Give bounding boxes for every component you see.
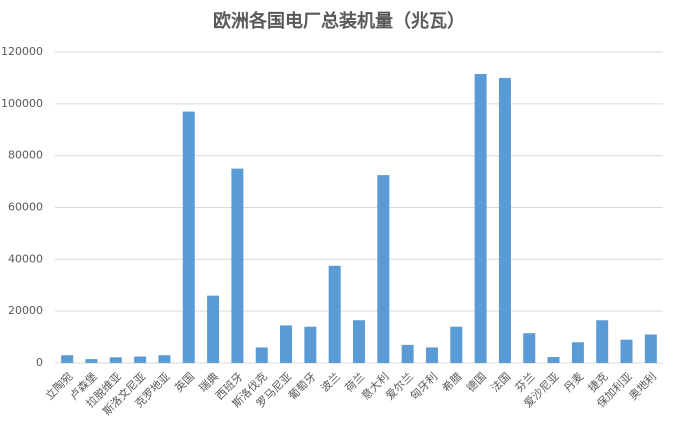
bar: [474, 74, 487, 363]
bar: [134, 356, 147, 363]
y-tick-label: 60000: [8, 201, 43, 214]
bar: [61, 355, 74, 363]
bar: [571, 342, 584, 363]
bar: [304, 326, 317, 363]
x-tick-label: 葡萄牙: [286, 370, 319, 403]
x-tick-label: 匈牙利: [407, 369, 440, 402]
y-tick-label: 0: [36, 356, 43, 369]
bar: [280, 325, 293, 363]
x-tick-label: 英国: [172, 369, 197, 394]
y-tick-label: 20000: [8, 304, 43, 317]
bar: [109, 357, 122, 363]
chart-title: 欧洲各国电厂总装机量（兆瓦）: [213, 10, 465, 32]
bar: [207, 295, 220, 363]
bar: [377, 175, 390, 363]
bar: [182, 111, 195, 363]
bar: [523, 333, 536, 363]
x-tick-label: 波兰: [318, 370, 343, 395]
bar: [425, 347, 438, 363]
bar: [328, 265, 341, 363]
y-tick-label: 80000: [8, 149, 43, 162]
y-tick-label: 100000: [1, 97, 43, 110]
bar: [401, 344, 414, 363]
bar: [547, 357, 560, 363]
bar: [596, 320, 609, 363]
bar: [231, 168, 244, 363]
x-tick-label: 德国: [463, 369, 488, 394]
x-tick-label: 法国: [488, 369, 513, 394]
bar: [620, 339, 633, 363]
y-tick-label: 120000: [1, 45, 43, 58]
y-tick-label: 40000: [8, 252, 43, 265]
bar: [158, 355, 171, 363]
x-tick-label: 丹麦: [561, 370, 586, 395]
x-tick-label: 奥地利: [626, 369, 659, 402]
bar: [450, 326, 463, 363]
bar: [353, 320, 365, 363]
bar: [255, 347, 268, 363]
bar: [85, 359, 98, 363]
bar: [644, 334, 657, 363]
bar: [498, 77, 511, 364]
x-tick-label: 希腊: [439, 369, 464, 394]
